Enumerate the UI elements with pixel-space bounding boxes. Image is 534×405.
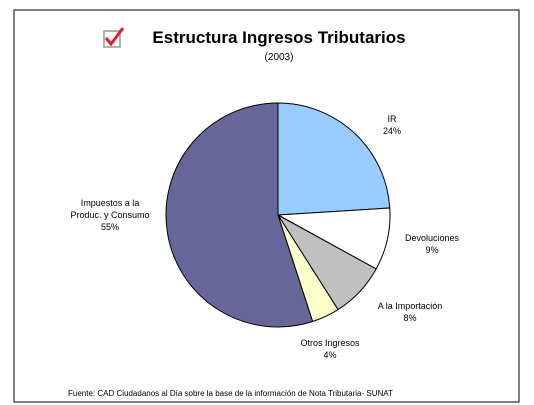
- slice-name: Devoluciones: [404, 233, 460, 243]
- slice-percent: 24%: [382, 126, 401, 136]
- chart-title: Estructura Ingresos Tributarios: [152, 28, 406, 47]
- slice-name: IR: [387, 114, 397, 124]
- source-note: Fuente: CAD Ciudadanos al Día sobre la b…: [68, 389, 393, 398]
- pie-slice: [277, 102, 391, 216]
- slice-percent: 8%: [403, 313, 417, 323]
- slice-percent: 9%: [425, 245, 439, 255]
- slice-label: Devoluciones 9%: [388, 232, 476, 256]
- chart-subtitle: (2003): [264, 52, 294, 63]
- slice-label: IR 24%: [362, 113, 422, 137]
- slice-name: Impuestos a la Produc. y Consumo: [70, 198, 150, 220]
- slice-name: Otros Ingresos: [300, 338, 360, 348]
- slice-label: Impuestos a la Produc. y Consumo 55%: [65, 197, 155, 233]
- pie-slice: [165, 102, 314, 328]
- slice-percent: 55%: [100, 222, 119, 232]
- slice-name: A la Importación: [377, 301, 443, 311]
- slice-label: Otros Ingresos 4%: [290, 337, 370, 361]
- pie: [165, 102, 391, 328]
- slice-label: A la Importación 8%: [360, 300, 460, 324]
- slice-percent: 4%: [323, 350, 337, 360]
- checkbox-icon: [103, 27, 125, 48]
